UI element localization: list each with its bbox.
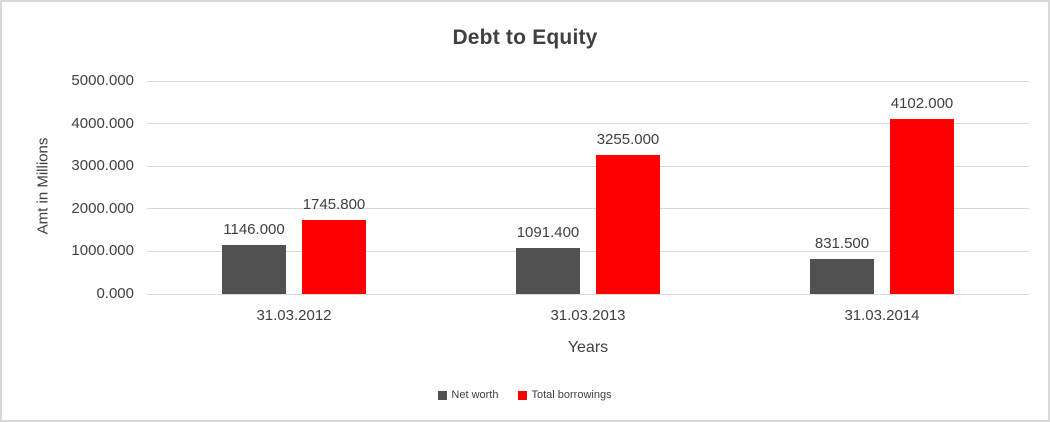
plot-area: [147, 80, 1029, 295]
legend: Net worth Total borrowings: [2, 389, 1048, 401]
gridline: [147, 293, 1029, 295]
gridline: [147, 250, 1029, 252]
y-axis-title: Amt in Millions: [34, 137, 52, 235]
chart-title: Debt to Equity: [452, 26, 598, 49]
data-label: 831.500: [814, 234, 870, 252]
data-label: 4102.000: [890, 95, 954, 113]
legend-label: Total borrowings: [531, 389, 612, 401]
legend-item-net-worth: Net worth: [438, 389, 498, 401]
y-tick-label: 1000.000: [71, 242, 134, 260]
y-tick-label: 2000.000: [71, 199, 134, 217]
category-label: 31.03.2013: [550, 307, 626, 324]
gridline: [147, 165, 1029, 167]
y-tick-label: 0.000: [96, 285, 134, 302]
bar-net-worth: [516, 247, 580, 294]
gridline: [147, 208, 1029, 210]
y-tick-label: 5000.000: [71, 72, 134, 89]
bar-total-borrowings: [302, 219, 366, 294]
bar-total-borrowings: [596, 155, 660, 294]
bar-net-worth: [222, 245, 286, 294]
category-label: 31.03.2014: [844, 307, 920, 324]
y-tick-label: 4000.000: [71, 114, 134, 132]
bar-total-borrowings: [890, 119, 954, 294]
legend-swatch-icon: [438, 390, 448, 400]
x-axis-title: Years: [567, 339, 609, 356]
data-label: 1146.000: [223, 221, 285, 239]
legend-label: Net worth: [451, 389, 499, 401]
category-label: 31.03.2012: [256, 307, 332, 324]
data-label: 1745.800: [302, 195, 366, 213]
y-tick-label: 3000.000: [71, 157, 134, 175]
bar-net-worth: [810, 258, 874, 294]
gridline: [147, 80, 1029, 82]
legend-swatch-icon: [518, 390, 528, 400]
gridline: [147, 123, 1029, 125]
data-label: 3255.000: [596, 131, 660, 149]
legend-item-total-borrowings: Total borrowings: [518, 389, 612, 401]
data-label: 1091.400: [516, 223, 580, 241]
